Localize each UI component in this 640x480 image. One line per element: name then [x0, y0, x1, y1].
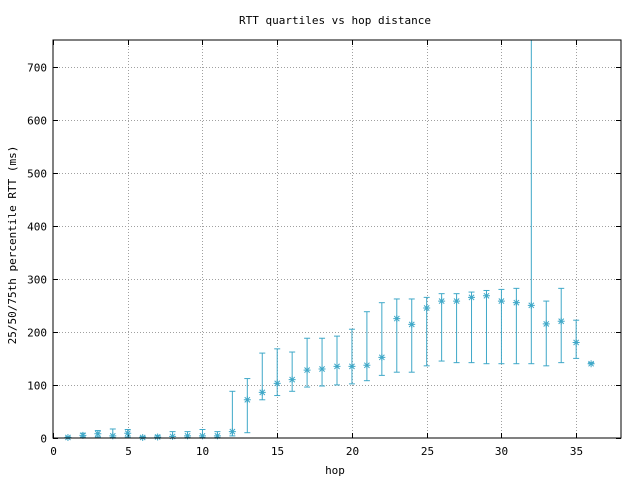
data-point — [572, 319, 580, 359]
median-marker — [572, 338, 580, 346]
median-marker — [184, 432, 192, 440]
x-tick-label: 30 — [495, 445, 508, 458]
median-marker — [423, 304, 431, 312]
data-point — [348, 328, 356, 385]
median-marker — [557, 317, 565, 325]
x-tick-label: 35 — [570, 445, 583, 458]
x-tick-label: 5 — [125, 445, 132, 458]
median-marker — [408, 320, 416, 328]
median-marker — [512, 299, 520, 307]
data-point — [482, 289, 490, 365]
x-tick-label: 15 — [271, 445, 284, 458]
median-marker — [213, 432, 221, 440]
data-point — [109, 428, 117, 440]
median-marker — [468, 293, 476, 301]
data-point — [64, 433, 72, 441]
tick-labels: 0 5 10 15 20 25 30 35 0 100 200 300 400 500 600 700 — [27, 62, 583, 459]
chart-title: RTT quartiles vs hop distance — [239, 14, 431, 27]
median-marker — [94, 430, 102, 438]
y-tick-label: 0 — [40, 433, 47, 446]
y-tick-label: 400 — [27, 221, 47, 234]
median-marker — [527, 301, 535, 309]
median-marker — [542, 320, 550, 328]
data-point — [378, 302, 386, 376]
median-marker — [243, 396, 251, 404]
data-point — [423, 296, 431, 367]
y-tick-label: 600 — [27, 115, 47, 128]
median-marker — [79, 431, 87, 439]
y-tick-label: 200 — [27, 327, 47, 340]
median-marker — [273, 379, 281, 387]
y-axis-label: 25/50/75th percentile RTT (ms) — [6, 146, 19, 345]
data-point — [124, 429, 132, 438]
x-tick-label: 25 — [421, 445, 434, 458]
median-marker — [453, 297, 461, 305]
y-tick-label: 500 — [27, 168, 47, 181]
median-marker — [258, 388, 266, 396]
data-point — [542, 300, 550, 367]
median-marker — [333, 362, 341, 370]
data-point — [587, 360, 595, 368]
data-point — [273, 348, 281, 397]
data-point — [79, 431, 87, 439]
median-marker — [363, 361, 371, 369]
median-marker — [288, 376, 296, 384]
data-point — [139, 433, 147, 441]
data-point — [243, 378, 251, 434]
plot-frame — [52, 39, 622, 439]
median-marker — [303, 366, 311, 374]
median-marker — [438, 297, 446, 305]
median-marker — [154, 433, 162, 441]
data-point — [154, 433, 162, 441]
data-point — [258, 352, 266, 401]
data-point — [408, 298, 416, 373]
data-point — [184, 431, 192, 440]
data-point — [453, 293, 461, 364]
x-axis-label: hop — [325, 464, 345, 477]
data-point — [468, 291, 476, 364]
data-point — [288, 351, 296, 392]
data-point — [438, 293, 446, 362]
data-series — [64, 40, 595, 441]
data-point — [333, 335, 341, 386]
median-marker — [393, 315, 401, 323]
data-point — [318, 337, 326, 387]
median-marker — [139, 433, 147, 441]
x-tick-label: 20 — [346, 445, 359, 458]
median-marker — [378, 353, 386, 361]
grid — [53, 40, 621, 439]
data-point — [363, 311, 371, 382]
y-tick-label: 300 — [27, 274, 47, 287]
data-point — [393, 298, 401, 373]
data-point — [497, 288, 505, 365]
median-marker — [124, 429, 132, 437]
median-marker — [169, 432, 177, 440]
x-tick-label: 10 — [196, 445, 209, 458]
data-point — [527, 40, 535, 365]
median-marker — [64, 433, 72, 441]
median-marker — [497, 297, 505, 305]
y-tick-label: 100 — [27, 380, 47, 393]
median-marker — [228, 428, 236, 436]
data-point — [94, 430, 102, 438]
median-marker — [587, 360, 595, 368]
data-point — [303, 337, 311, 388]
x-tick-label: 0 — [50, 445, 57, 458]
median-marker — [348, 362, 356, 370]
median-marker — [109, 432, 117, 440]
data-point — [198, 429, 206, 440]
median-marker — [318, 365, 326, 373]
data-point — [557, 287, 565, 364]
data-point — [512, 287, 520, 365]
data-point — [228, 390, 236, 437]
y-tick-label: 700 — [27, 62, 47, 75]
median-marker — [482, 292, 490, 300]
median-marker — [198, 432, 206, 440]
data-point — [213, 431, 221, 440]
